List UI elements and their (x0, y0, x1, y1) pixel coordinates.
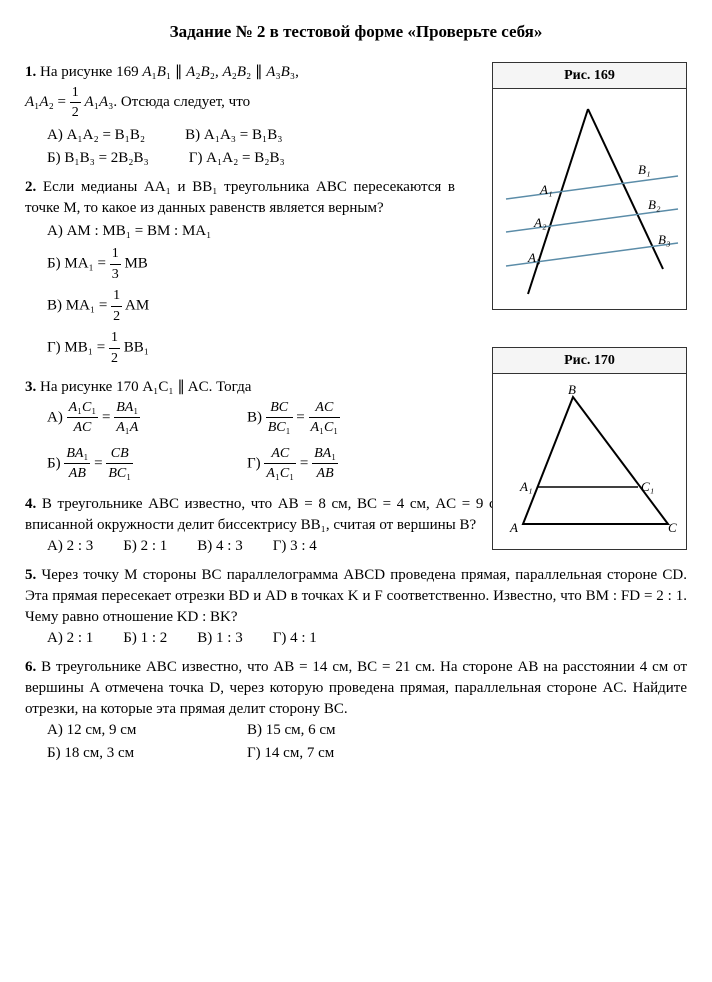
p5-opt-a: А) 2 : 1 (47, 628, 93, 649)
figure-170-label: Рис. 170 (493, 348, 686, 375)
p5-opt-v: В) 1 : 3 (197, 628, 242, 649)
svg-text:C: C (668, 520, 677, 535)
p1-opt-g: Г) A₁A₂ = B₂B₃ (189, 148, 285, 169)
p4-opt-g: Г) 3 : 4 (273, 536, 317, 557)
p6-opt-a: А) 12 см, 9 см (47, 720, 247, 741)
p2-opt-v: В) MA₁ = 12 AM (47, 286, 455, 326)
p2-b-pre: Б) MA₁ = (47, 256, 110, 272)
p5-opt-g: Г) 4 : 1 (273, 628, 317, 649)
p2-g-post: BB₁ (120, 340, 149, 356)
p2-opt-a: А) AM : MB₁ = BM : MA₁ (47, 221, 455, 242)
p2-opt-b: Б) MA₁ = 13 MB (47, 244, 455, 284)
figure-170: Рис. 170 B A C A₁ C₁ (492, 347, 687, 551)
problem-6-num: 6. (25, 659, 36, 675)
problem-4-num: 4. (25, 496, 36, 512)
svg-text:B₂: B₂ (648, 197, 661, 212)
page-title: Задание № 2 в тестовой форме «Проверьте … (25, 20, 687, 44)
problem-5: 5. Через точку M стороны BC параллелогра… (25, 565, 687, 649)
p4-opt-v: В) 4 : 3 (197, 536, 242, 557)
p1-opt-v: В) A₁A₃ = B₁B₃ (185, 125, 282, 146)
problem-3-text: На рисунке 170 A₁C₁ ∥ AC. Тогда (40, 379, 251, 395)
svg-text:A₁: A₁ (539, 182, 552, 197)
svg-text:A₁: A₁ (519, 479, 532, 494)
p3-opt-g: Г) ACA₁C₁ = BA₁AB (247, 444, 340, 484)
svg-text:C₁: C₁ (641, 479, 654, 494)
svg-text:A: A (509, 520, 518, 535)
problem-2-num: 2. (25, 179, 36, 195)
p3-opt-v: В) BCBC₁ = ACA₁C₁ (247, 398, 340, 438)
figure-169-svg: A₁ A₂ A₃ B₁ B₂ B₃ (498, 94, 683, 304)
p3-a-pre: А) (47, 409, 67, 425)
p6-opt-b: Б) 18 см, 3 см (47, 743, 247, 764)
problem-3-num: 3. (25, 379, 36, 395)
problem-5-text: Через точку M стороны BC параллелограмма… (25, 567, 687, 625)
p2-b-post: MB (121, 256, 148, 272)
p1-opt-a: А) A₁A₂ = B₁B₂ (47, 125, 145, 146)
p1-opt-b: Б) B₁B₃ = 2B₂B₃ (47, 148, 149, 169)
problem-1: 1. На рисунке 169 A₁B₁ ∥ A₂B₂, A₂B₂ ∥ A₃… (25, 62, 455, 169)
p5-opt-b: Б) 1 : 2 (123, 628, 167, 649)
problem-6-text: В треугольнике ABC известно, что AB = 14… (25, 659, 687, 717)
figure-169: Рис. 169 A₁ A₂ A₃ B₁ B₂ B₃ (492, 62, 687, 311)
svg-text:B: B (568, 382, 576, 397)
p6-opt-g: Г) 14 см, 7 см (247, 743, 336, 764)
problem-1-num: 1. (25, 64, 36, 80)
svg-text:A₂: A₂ (533, 215, 547, 230)
problem-1-text: На рисунке 169 A₁B₁ ∥ A₂B₂, A₂B₂ ∥ A₃B₃,… (25, 64, 299, 111)
p2-g-pre: Г) MB₁ = (47, 340, 109, 356)
p1-text-a: На рисунке 169 (40, 64, 142, 80)
problem-5-num: 5. (25, 567, 36, 583)
problem-2: 2. Если медианы AA₁ и BB₁ треугольника A… (25, 177, 455, 369)
p3-v-pre: В) (247, 409, 266, 425)
p4-opt-a: А) 2 : 3 (47, 536, 93, 557)
p3-g-pre: Г) (247, 455, 264, 471)
p3-opt-b: Б) BA₁AB = CBBC₁ (47, 444, 247, 484)
svg-text:B₁: B₁ (638, 162, 650, 177)
p2-v-pre: В) MA₁ = (47, 298, 111, 314)
p3-b-pre: Б) (47, 455, 64, 471)
problem-3: 3. На рисунке 170 A₁C₁ ∥ AC. Тогда А) A₁… (25, 377, 455, 486)
figure-170-svg: B A C A₁ C₁ (498, 379, 683, 544)
p3-opt-a: А) A₁C₁AC = BA₁A₁A (47, 398, 247, 438)
content: Рис. 169 A₁ A₂ A₃ B₁ B₂ B₃ Рис. 170 (25, 62, 687, 766)
figure-169-label: Рис. 169 (493, 63, 686, 90)
p4-opt-b: Б) 2 : 1 (123, 536, 167, 557)
problem-2-text: Если медианы AA₁ и BB₁ треугольника ABC … (25, 179, 455, 216)
p1-text-b: . Отсюда следует, что (113, 94, 250, 110)
svg-text:A₃: A₃ (527, 250, 540, 265)
p2-opt-g: Г) MB₁ = 12 BB₁ (47, 328, 455, 368)
problem-6: 6. В треугольнике ABC известно, что AB =… (25, 657, 687, 766)
svg-text:B₃: B₃ (658, 232, 670, 247)
p2-v-post: AM (122, 298, 149, 314)
p6-opt-v: В) 15 см, 6 см (247, 720, 336, 741)
